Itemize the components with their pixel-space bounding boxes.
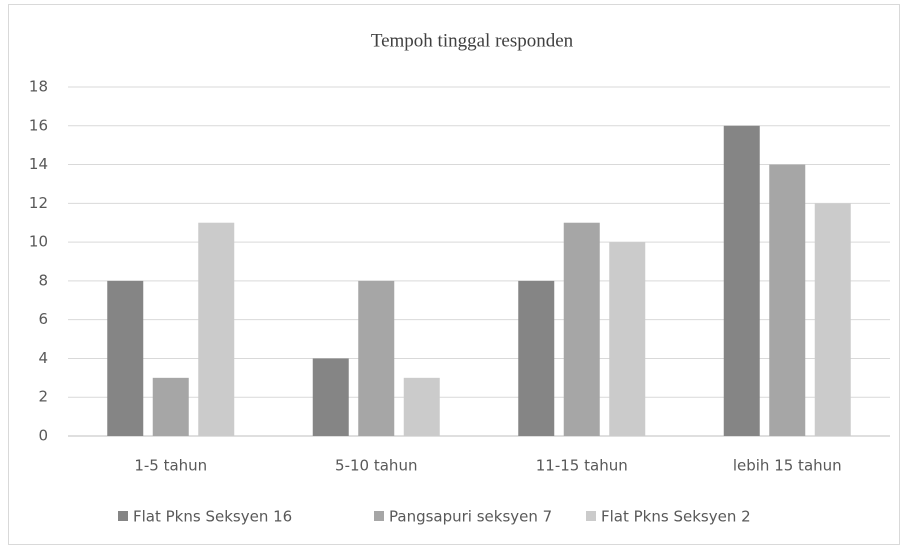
legend-swatch	[586, 511, 596, 521]
bar	[723, 125, 760, 437]
legend-label: Flat Pkns Seksyen 16	[133, 508, 292, 526]
bar	[769, 164, 806, 437]
bar	[403, 377, 440, 436]
legend-label: Pangsapuri seksyen 7	[389, 508, 552, 526]
bar	[312, 358, 349, 436]
bar	[198, 222, 235, 436]
bar	[518, 280, 555, 436]
y-tick-label: 10	[29, 233, 48, 251]
y-tick-label: 18	[29, 78, 48, 96]
x-tick-label: 5-10 tahun	[335, 457, 417, 475]
bar	[814, 203, 851, 436]
chart-title: Tempoh tinggal responden	[371, 30, 574, 51]
bar	[563, 222, 600, 436]
legend-swatch	[118, 511, 128, 521]
y-tick-label: 8	[38, 271, 48, 289]
y-tick-label: 12	[29, 194, 48, 212]
bar	[107, 280, 144, 436]
x-tick-label: lebih 15 tahun	[733, 457, 842, 475]
y-tick-label: 0	[38, 427, 48, 445]
bar	[152, 377, 189, 436]
y-tick-label: 4	[38, 349, 48, 367]
bar	[609, 242, 646, 436]
y-tick-label: 16	[29, 116, 48, 134]
y-tick-label: 2	[38, 388, 48, 406]
bar	[358, 280, 395, 436]
y-tick-label: 6	[38, 310, 48, 328]
y-tick-label: 14	[29, 155, 48, 173]
x-tick-label: 1-5 tahun	[134, 457, 207, 475]
legend-swatch	[374, 511, 384, 521]
legend-label: Flat Pkns Seksyen 2	[601, 508, 751, 526]
x-tick-label: 11-15 tahun	[536, 457, 628, 475]
